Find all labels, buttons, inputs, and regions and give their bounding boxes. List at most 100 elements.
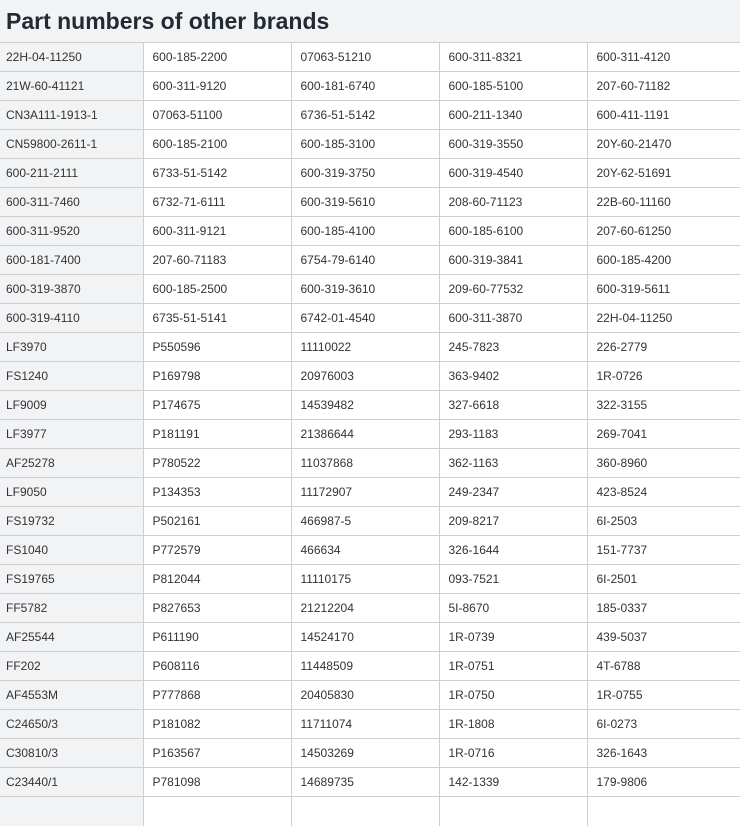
part-number-cell <box>291 796 440 826</box>
table-row: CN3A111-1913-1 07063-51100 6736-51-5142 600… <box>0 100 740 130</box>
part-number-cell: 1R-0750 <box>439 680 588 710</box>
part-number-cell: P777868 <box>143 680 292 710</box>
part-number-cell: 439-5037 <box>587 622 740 652</box>
part-number-cell: 14503269 <box>291 738 440 768</box>
part-number-cell: 6736-51-5142 <box>291 100 440 130</box>
part-number-cell: 21386644 <box>291 419 440 449</box>
part-number-cell: 326-1643 <box>587 738 740 768</box>
part-number-cell: 423-8524 <box>587 477 740 507</box>
table-row: LF3977 P181191 21386644 293-1183 269-7041 <box>0 419 740 449</box>
table-row: 21W-60-41121 600-311-9120 600-181-6740 600-… <box>0 71 740 101</box>
page-title: Part numbers of other brands <box>6 7 330 34</box>
part-number-cell: 207-60-71183 <box>143 245 292 275</box>
part-number-cell: AF25278 <box>0 448 144 478</box>
table-row: 22H-04-11250 600-185-2200 07063-51210 600-3… <box>0 42 740 72</box>
table-row: LF9050 P134353 11172907 249-2347 423-8524 <box>0 477 740 507</box>
part-number-cell: 207-60-61250 <box>587 216 740 246</box>
part-number-cell: FF202 <box>0 651 144 681</box>
part-number-cell: 11172907 <box>291 477 440 507</box>
part-number-cell: 600-319-5610 <box>291 187 440 217</box>
part-number-cell: 600-185-2500 <box>143 274 292 304</box>
part-number-cell: AF25544 <box>0 622 144 652</box>
part-number-cell: 1R-0755 <box>587 680 740 710</box>
part-number-cell: 600-311-9121 <box>143 216 292 246</box>
part-number-cell: 6732-71-6111 <box>143 187 292 217</box>
part-number-cell: 6742-01-4540 <box>291 303 440 333</box>
part-number-cell: 600-311-8321 <box>439 42 588 72</box>
part-number-cell <box>439 796 588 826</box>
part-number-cell: 600-319-5611 <box>587 274 740 304</box>
part-number-cell: 14539482 <box>291 390 440 420</box>
part-number-cell: 600-311-3870 <box>439 303 588 333</box>
part-number-cell: 142-1339 <box>439 767 588 797</box>
part-number-cell: LF9009 <box>0 390 144 420</box>
part-number-cell: 600-185-3100 <box>291 129 440 159</box>
part-number-cell: 6735-51-5141 <box>143 303 292 333</box>
part-number-cell <box>0 796 144 826</box>
part-number-cell: 179-9806 <box>587 767 740 797</box>
part-number-cell: CN59800-2611-1 <box>0 129 144 159</box>
part-number-cell: 5I-8670 <box>439 593 588 623</box>
part-number-cell: 326-1644 <box>439 535 588 565</box>
table-row: 600-311-9520 600-311-9121 600-185-4100 600-… <box>0 216 740 246</box>
part-number-cell: 11037868 <box>291 448 440 478</box>
part-number-cell: P550596 <box>143 332 292 362</box>
part-number-cell: P772579 <box>143 535 292 565</box>
part-number-cell: 600-185-4200 <box>587 245 740 275</box>
part-number-cell: 209-8217 <box>439 506 588 536</box>
part-number-cell: LF3977 <box>0 419 144 449</box>
part-number-cell: FF5782 <box>0 593 144 623</box>
table-row: LF9009 P174675 14539482 327-6618 322-3155 <box>0 390 740 420</box>
part-number-cell: P181082 <box>143 709 292 739</box>
part-number-cell: 07063-51100 <box>143 100 292 130</box>
part-number-cell: P608116 <box>143 651 292 681</box>
part-number-cell: P781098 <box>143 767 292 797</box>
part-number-cell: 6754-79-6140 <box>291 245 440 275</box>
table-body: 22H-04-11250 600-185-2200 07063-51210 600-3… <box>0 42 740 826</box>
part-number-cell <box>143 796 292 826</box>
part-number-cell: 22H-04-11250 <box>0 42 144 72</box>
part-number-cell: P169798 <box>143 361 292 391</box>
part-number-cell: 11110175 <box>291 564 440 594</box>
part-number-cell: P181191 <box>143 419 292 449</box>
part-numbers-table: 22H-04-11250 600-185-2200 07063-51210 600-3… <box>0 42 740 826</box>
part-number-cell: 249-2347 <box>439 477 588 507</box>
part-number-cell: P780522 <box>143 448 292 478</box>
part-number-cell: 600-311-9520 <box>0 216 144 246</box>
part-number-cell: 1R-0739 <box>439 622 588 652</box>
part-number-cell: 600-319-4540 <box>439 158 588 188</box>
part-number-cell: 14524170 <box>291 622 440 652</box>
part-number-cell: 20976003 <box>291 361 440 391</box>
table-row: 600-319-3870 600-185-2500 600-319-3610 209-… <box>0 274 740 304</box>
part-number-cell: 20Y-62-51691 <box>587 158 740 188</box>
table-row: LF3970 P550596 11110022 245-7823 226-2779 <box>0 332 740 362</box>
part-number-cell: 1R-0716 <box>439 738 588 768</box>
part-number-cell: 20Y-60-21470 <box>587 129 740 159</box>
table-row: FS19765 P812044 11110175 093-7521 6I-2501 <box>0 564 740 594</box>
part-number-cell: C30810/3 <box>0 738 144 768</box>
part-number-cell: P812044 <box>143 564 292 594</box>
part-number-cell: 293-1183 <box>439 419 588 449</box>
part-number-cell: 6733-51-5142 <box>143 158 292 188</box>
table-row: C23440/1 P781098 14689735 142-1339 179-9806 <box>0 767 740 797</box>
part-number-cell: 269-7041 <box>587 419 740 449</box>
part-number-cell: P174675 <box>143 390 292 420</box>
part-number-cell: 466634 <box>291 535 440 565</box>
part-number-cell: 600-211-1340 <box>439 100 588 130</box>
part-number-cell: 600-185-4100 <box>291 216 440 246</box>
part-number-cell: 11448509 <box>291 651 440 681</box>
part-number-cell: 600-319-3550 <box>439 129 588 159</box>
part-number-cell: 6I-2501 <box>587 564 740 594</box>
part-number-cell: 207-60-71182 <box>587 71 740 101</box>
part-number-cell: 600-185-5100 <box>439 71 588 101</box>
part-number-cell: 600-319-3870 <box>0 274 144 304</box>
table-row: FS19732 P502161 466987-5 209-8217 6I-2503 <box>0 506 740 536</box>
part-number-cell: 600-319-4110 <box>0 303 144 333</box>
part-number-cell: FS1240 <box>0 361 144 391</box>
part-number-cell: 22B-60-11160 <box>587 187 740 217</box>
part-number-cell: 11711074 <box>291 709 440 739</box>
part-number-cell: 208-60-71123 <box>439 187 588 217</box>
part-number-cell: FS19732 <box>0 506 144 536</box>
part-number-cell: 600-319-3750 <box>291 158 440 188</box>
part-number-cell: C23440/1 <box>0 767 144 797</box>
